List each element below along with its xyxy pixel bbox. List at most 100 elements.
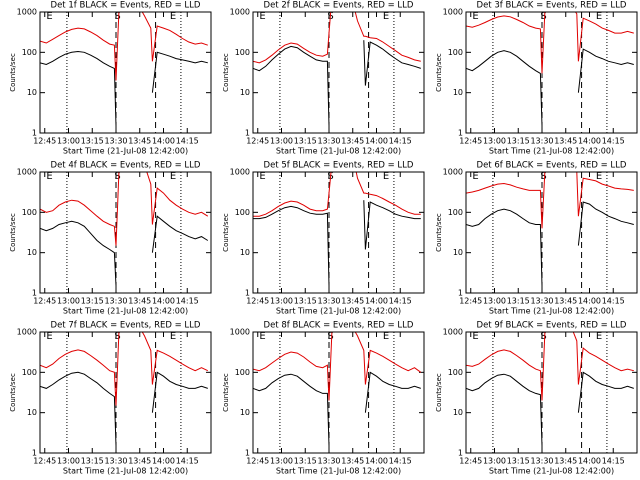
x-tick-label: 13:45 xyxy=(554,297,577,306)
y-tick-label: 10 xyxy=(240,248,250,257)
x-tick-label: 13:00 xyxy=(270,137,293,146)
x-tick-label: 12:45 xyxy=(33,297,56,306)
chart-title: Det 5f BLACK = Events, RED = LLD xyxy=(264,161,414,171)
plot-frame xyxy=(252,171,425,294)
x-tick-label: 14:00 xyxy=(365,457,388,466)
x-axis-label: Start Time (21-Jul-08 12:42:00) xyxy=(276,147,401,156)
x-tick-label: 13:15 xyxy=(507,137,530,146)
y-tick-label: 1 xyxy=(458,449,463,458)
y-tick-label: 10 xyxy=(27,88,37,97)
plot-frame xyxy=(39,171,212,294)
y-tick-label: 10 xyxy=(27,248,37,257)
x-tick-label: 14:00 xyxy=(152,297,175,306)
annotation: S xyxy=(540,331,546,342)
series-line xyxy=(466,48,634,126)
y-tick-label: 10 xyxy=(453,408,463,417)
x-tick-label: 13:15 xyxy=(294,297,317,306)
y-axis-label: Counts/sec xyxy=(435,53,443,92)
series-line xyxy=(466,332,634,401)
annotation: E xyxy=(170,331,176,342)
series-line xyxy=(40,50,208,126)
annotation: E xyxy=(259,11,265,22)
chart-title: Det 2f BLACK = Events, RED = LLD xyxy=(264,1,414,11)
x-tick-label: 14:00 xyxy=(152,457,175,466)
series-line xyxy=(253,200,421,286)
y-tick-label: 100 xyxy=(22,208,37,217)
x-tick-label: 13:00 xyxy=(483,457,506,466)
x-tick-label: 13:15 xyxy=(507,297,530,306)
series-line xyxy=(466,201,634,286)
annotation: S xyxy=(114,331,120,342)
x-tick-label: 14:00 xyxy=(578,297,601,306)
plot-area xyxy=(466,332,634,446)
series-line xyxy=(466,172,634,229)
annotation: E xyxy=(596,11,602,22)
x-tick-label: 13:00 xyxy=(57,297,80,306)
y-tick-label: 1 xyxy=(458,129,463,138)
x-tick-label: 13:30 xyxy=(530,137,553,146)
x-tick-label: 14:00 xyxy=(578,457,601,466)
y-tick-label: 100 xyxy=(235,208,250,217)
x-tick-label: 13:15 xyxy=(81,137,104,146)
x-tick-label: 13:30 xyxy=(317,297,340,306)
x-axis-label: Start Time (21-Jul-08 12:42:00) xyxy=(63,307,188,316)
x-tick-label: 14:15 xyxy=(389,297,412,306)
y-tick-label: 1 xyxy=(32,289,37,298)
plot-area xyxy=(40,332,209,446)
x-tick-label: 13:45 xyxy=(554,457,577,466)
x-axis-label: Start Time (21-Jul-08 12:42:00) xyxy=(276,467,401,476)
annotation: E xyxy=(259,331,265,342)
x-tick-label: 13:15 xyxy=(294,457,317,466)
y-axis-label: Counts/sec xyxy=(9,53,17,92)
chart-title: Det 7f BLACK = Events, RED = LLD xyxy=(51,321,201,331)
annotation: E xyxy=(472,331,478,342)
x-tick-label: 12:45 xyxy=(459,297,482,306)
x-tick-label: 13:45 xyxy=(128,137,151,146)
annotation: E xyxy=(596,331,602,342)
x-tick-label: 13:00 xyxy=(57,137,80,146)
y-tick-label: 100 xyxy=(448,208,463,217)
chart-title: Det 8f BLACK = Events, RED = LLD xyxy=(264,321,414,331)
y-tick-label: 1 xyxy=(32,129,37,138)
x-tick-label: 12:45 xyxy=(246,297,269,306)
annotation: S xyxy=(327,331,333,342)
y-axis-label: Counts/sec xyxy=(222,53,230,92)
y-axis-label: Counts/sec xyxy=(435,213,443,252)
annotation: S xyxy=(540,171,546,182)
annotation: S xyxy=(540,11,546,22)
series-line xyxy=(40,215,209,286)
x-tick-label: 12:45 xyxy=(459,137,482,146)
annotation: E xyxy=(472,11,478,22)
y-tick-label: 1000 xyxy=(443,168,463,177)
y-tick-label: 1 xyxy=(458,289,463,298)
y-tick-label: 100 xyxy=(22,368,37,377)
series-line xyxy=(253,172,421,217)
chart-title: Det 6f BLACK = Events, RED = LLD xyxy=(477,161,627,171)
y-tick-label: 1000 xyxy=(230,8,250,17)
annotation: S xyxy=(114,171,120,182)
plot-frame xyxy=(39,331,212,454)
x-tick-label: 13:15 xyxy=(81,457,104,466)
y-tick-label: 1000 xyxy=(443,328,463,337)
x-tick-label: 14:00 xyxy=(152,137,175,146)
y-tick-label: 10 xyxy=(240,408,250,417)
annotation: E xyxy=(46,11,52,22)
annotation: E xyxy=(259,171,265,182)
series-line xyxy=(466,12,634,74)
x-axis-label: Start Time (21-Jul-08 12:42:00) xyxy=(489,467,614,476)
x-tick-label: 13:30 xyxy=(530,297,553,306)
x-tick-label: 13:00 xyxy=(270,457,293,466)
x-tick-label: 14:15 xyxy=(176,457,199,466)
plot-frame xyxy=(252,331,425,454)
chart-title: Det 9f BLACK = Events, RED = LLD xyxy=(477,321,627,331)
x-tick-label: 13:45 xyxy=(128,297,151,306)
x-tick-label: 12:45 xyxy=(459,457,482,466)
series-line xyxy=(253,12,421,64)
series-line xyxy=(40,172,209,246)
x-tick-label: 14:00 xyxy=(365,137,388,146)
series-line xyxy=(466,371,634,446)
x-tick-label: 13:15 xyxy=(81,297,104,306)
x-axis-label: Start Time (21-Jul-08 12:42:00) xyxy=(63,147,188,156)
x-tick-label: 13:30 xyxy=(317,457,340,466)
